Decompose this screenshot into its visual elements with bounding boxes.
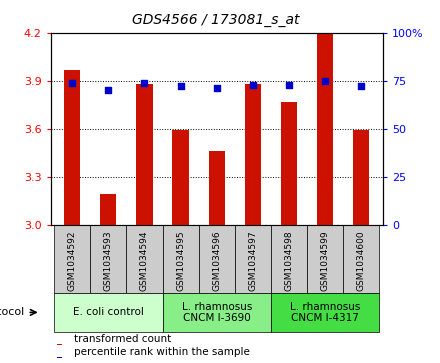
Text: GSM1034597: GSM1034597 xyxy=(248,230,257,291)
Text: E. coli control: E. coli control xyxy=(73,307,144,317)
Bar xyxy=(307,225,343,293)
Point xyxy=(69,80,76,86)
Bar xyxy=(198,225,235,293)
Text: L. rhamnosus
CNCM I-4317: L. rhamnosus CNCM I-4317 xyxy=(290,302,360,323)
Point xyxy=(213,86,220,91)
Bar xyxy=(172,130,189,225)
Text: GSM1034592: GSM1034592 xyxy=(68,230,77,291)
Bar xyxy=(136,84,153,225)
Bar xyxy=(64,69,81,225)
Bar xyxy=(57,344,62,345)
Bar xyxy=(271,293,379,332)
Bar xyxy=(343,225,379,293)
Bar xyxy=(162,225,198,293)
Bar xyxy=(100,195,117,225)
Bar xyxy=(245,84,261,225)
Text: protocol: protocol xyxy=(0,307,24,317)
Bar xyxy=(271,225,307,293)
Text: L. rhamnosus
CNCM I-3690: L. rhamnosus CNCM I-3690 xyxy=(182,302,252,323)
Text: GSM1034593: GSM1034593 xyxy=(104,230,113,291)
Bar xyxy=(353,130,369,225)
Text: GSM1034596: GSM1034596 xyxy=(212,230,221,291)
Text: GDS4566 / 173081_s_at: GDS4566 / 173081_s_at xyxy=(132,13,299,27)
Text: GSM1034600: GSM1034600 xyxy=(357,230,366,291)
Text: transformed count: transformed count xyxy=(74,334,171,344)
Text: GSM1034598: GSM1034598 xyxy=(284,230,293,291)
Text: GSM1034594: GSM1034594 xyxy=(140,230,149,291)
Bar xyxy=(162,293,271,332)
Bar xyxy=(126,225,162,293)
Bar xyxy=(235,225,271,293)
Point xyxy=(177,83,184,89)
Text: percentile rank within the sample: percentile rank within the sample xyxy=(74,347,250,358)
Point xyxy=(249,82,257,87)
Bar xyxy=(209,151,225,225)
Point xyxy=(286,82,293,87)
Point xyxy=(105,87,112,93)
Bar xyxy=(281,102,297,225)
Text: GSM1034595: GSM1034595 xyxy=(176,230,185,291)
Bar xyxy=(54,293,162,332)
Point xyxy=(358,83,365,89)
Bar xyxy=(317,34,333,225)
Bar xyxy=(57,357,62,358)
Bar xyxy=(54,225,90,293)
Point xyxy=(141,80,148,86)
Bar xyxy=(90,225,126,293)
Text: GSM1034599: GSM1034599 xyxy=(320,230,330,291)
Point xyxy=(322,78,329,83)
